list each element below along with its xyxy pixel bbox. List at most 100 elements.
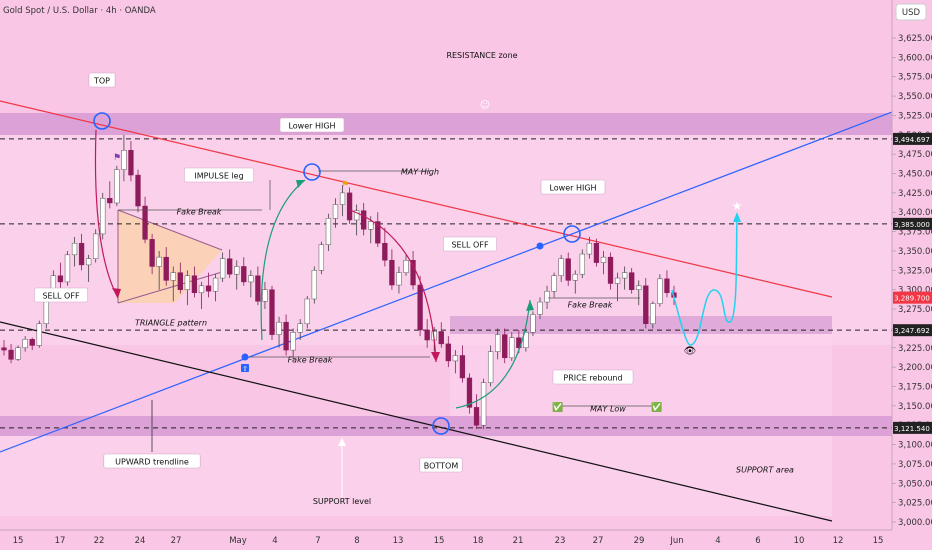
y-tick-label: 3,450.000 [898, 170, 932, 180]
candle [163, 247, 169, 286]
annotation-box [443, 236, 497, 252]
candle [93, 229, 99, 263]
flag-icon: ⚑ [341, 180, 349, 190]
candle [107, 181, 113, 209]
y-tick-label: 3,050.000 [898, 479, 932, 489]
price-tag-box [893, 421, 932, 434]
time-axis[interactable]: 15 17 22 24 27 May 4 7 8 13 15 18 21 23 27 29 Jun 4 6 10 12 1… [13, 536, 884, 546]
y-tick-label: 3,475.000 [898, 150, 932, 160]
candle [657, 274, 663, 307]
support-zone-band [0, 416, 892, 436]
x-tick-label: 12 [833, 536, 844, 546]
annotation-box [103, 453, 201, 469]
lower-high-circle-marker-1 [303, 163, 321, 181]
upward-trendline[interactable] [0, 111, 892, 453]
candle [664, 270, 670, 298]
info-flag-icon[interactable] [241, 364, 249, 372]
annotation-box [552, 369, 634, 385]
candle [586, 237, 593, 259]
candle [389, 249, 395, 290]
projection-path [671, 217, 738, 346]
candle [650, 301, 656, 329]
candle [241, 257, 247, 286]
x-tick-label: 15 [873, 536, 884, 546]
bottom-circle-marker [432, 417, 450, 435]
annotation-label: SELL OFF [42, 292, 79, 301]
candle [445, 336, 451, 368]
y-tick-label: 3,000.000 [898, 518, 932, 528]
annotation-label: IMPULSE leg [194, 172, 243, 181]
annotation-label: UPWARD trendline [115, 458, 189, 467]
candle [643, 278, 649, 329]
price-tag-label: 3,289.700 [894, 295, 930, 303]
candle [459, 345, 466, 383]
eye-icon: 👁 [684, 346, 697, 357]
x-tick-label: 23 [555, 536, 566, 546]
x-tick-label: 22 [94, 536, 105, 546]
y-tick-label: 3,100.000 [898, 441, 932, 451]
annotation-box [540, 179, 606, 195]
candle [558, 254, 564, 282]
candle [375, 212, 381, 248]
x-tick-label: 18 [473, 536, 484, 546]
price-axis-background [892, 0, 932, 550]
currency-badge[interactable] [895, 3, 927, 21]
candle [234, 260, 240, 290]
candle-event-icon: ⚑ [113, 153, 121, 163]
x-tick-label: 13 [393, 536, 404, 546]
candle [290, 328, 296, 360]
price-tag-label: 3,121.540 [894, 425, 930, 433]
price-tag-box [893, 324, 932, 337]
candle [8, 343, 14, 364]
price-rebound-arrow [455, 299, 531, 409]
candle [600, 250, 607, 275]
downward-resistance-trendline[interactable] [0, 100, 833, 298]
candle [332, 198, 339, 228]
candle [636, 280, 642, 306]
candle [269, 285, 275, 341]
y-tick-label: 3,625.000 [898, 34, 932, 44]
candle [509, 332, 515, 361]
candle [424, 319, 430, 348]
candle [607, 252, 614, 290]
candle [480, 378, 487, 430]
trendline-touch-dot-2 [536, 242, 544, 250]
candle [64, 250, 71, 286]
price-tag-label: 3,494.697 [894, 136, 930, 144]
candle [551, 272, 557, 298]
annotation-box [34, 287, 88, 303]
candle [100, 192, 106, 240]
lower-channel-trendline[interactable] [0, 321, 833, 522]
candle [15, 345, 21, 361]
support-level-arrow-head [338, 438, 346, 446]
candle [502, 328, 508, 364]
y-tick-label: 3,600.000 [898, 53, 932, 63]
candle [255, 266, 261, 306]
projection-arrow-head [733, 212, 741, 222]
annotation-heading: RESISTANCE zone [446, 51, 517, 60]
candle [227, 249, 233, 279]
x-tick-label: 27 [593, 536, 604, 546]
annotations-group: TOP SELL OFF TRIANGLE pattern Fake Break IMP… [34, 51, 794, 506]
price-tags: 3,494.697 3,385.000 3,289.700 3,247.692 3,12… [893, 132, 932, 434]
candle [403, 254, 409, 276]
currency-label: USD [902, 8, 921, 18]
impulse-arrow-head [296, 180, 305, 188]
price-axis[interactable]: 3,000.000 3,025.000 3,050.000 3,075.000 3,10… [892, 34, 932, 528]
candle [621, 266, 628, 290]
candle [438, 322, 444, 348]
candle [149, 233, 155, 275]
annotation-label: Lower HIGH [288, 122, 335, 131]
x-tick-label: 4 [715, 536, 720, 546]
x-tick-label: 8 [354, 536, 359, 546]
candle [311, 266, 317, 304]
lower-high-circle-marker-2 [563, 225, 581, 243]
y-tick-label: 3,025.000 [898, 499, 932, 509]
candle [523, 328, 529, 352]
annotation-label: BOTTOM [424, 462, 459, 471]
event-marker-icon[interactable]: ☺ [480, 100, 490, 111]
candle [177, 262, 183, 294]
price-tag-label: 3,385.000 [894, 221, 930, 229]
candle [410, 250, 416, 290]
